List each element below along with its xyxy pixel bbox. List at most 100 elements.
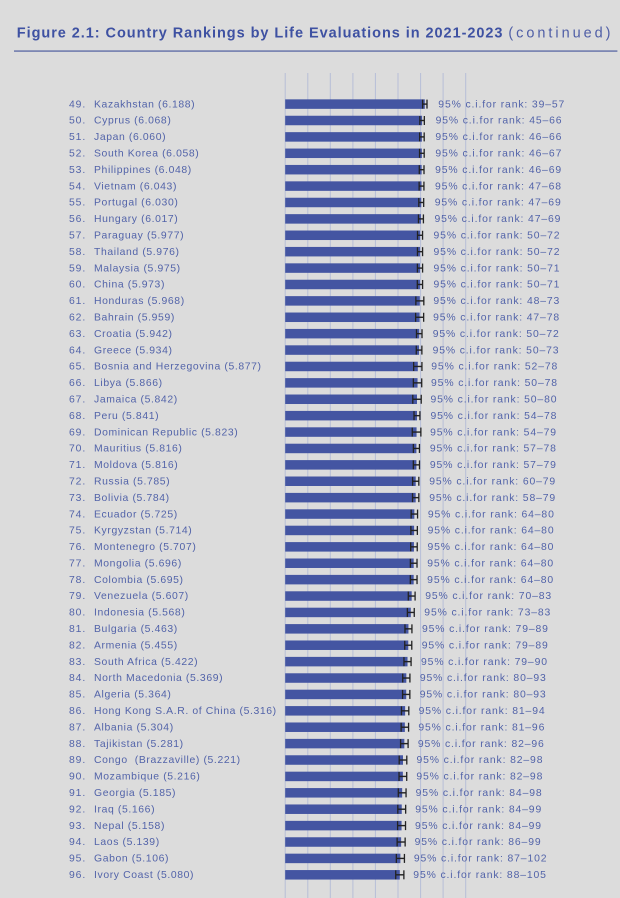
svg-text:Algeria (5.364): Algeria (5.364): [94, 690, 171, 701]
svg-text:95% c.i.for rank: 52–78: 95% c.i.for rank: 52–78: [431, 362, 558, 373]
svg-text:56.: 56.: [69, 214, 86, 225]
svg-text:95% c.i.for rank: 64–80: 95% c.i.for rank: 64–80: [427, 575, 554, 586]
svg-text:53.: 53.: [69, 165, 86, 176]
svg-text:96.: 96.: [69, 870, 86, 881]
svg-text:Armenia (5.455): Armenia (5.455): [94, 640, 178, 651]
svg-text:95% c.i.for rank: 50–73: 95% c.i.for rank: 50–73: [433, 345, 560, 356]
svg-text:South Africa (5.422): South Africa (5.422): [94, 657, 198, 668]
svg-text:59.: 59.: [69, 263, 86, 274]
svg-text:Vietnam (6.043): Vietnam (6.043): [94, 181, 177, 192]
svg-text:95% c.i.for rank: 50–80: 95% c.i.for rank: 50–80: [431, 394, 558, 405]
svg-text:95% c.i.for rank: 58–79: 95% c.i.for rank: 58–79: [429, 493, 556, 504]
svg-text:86.: 86.: [69, 706, 86, 717]
svg-text:Thailand (5.976): Thailand (5.976): [94, 247, 180, 258]
svg-text:65.: 65.: [69, 362, 86, 373]
svg-text:Cyprus (6.068): Cyprus (6.068): [94, 116, 171, 127]
svg-text:Mozambique (5.216): Mozambique (5.216): [94, 772, 200, 783]
svg-text:Croatia (5.942): Croatia (5.942): [94, 329, 173, 340]
svg-text:Moldova (5.816): Moldova (5.816): [94, 460, 178, 471]
svg-text:82.: 82.: [69, 640, 86, 651]
svg-text:Libya (5.866): Libya (5.866): [94, 378, 163, 389]
svg-text:51.: 51.: [69, 132, 86, 143]
svg-text:95% c.i.for rank: 45–66: 95% c.i.for rank: 45–66: [436, 116, 563, 127]
svg-text:49.: 49.: [69, 99, 86, 110]
svg-text:95% c.i.for rank: 60–79: 95% c.i.for rank: 60–79: [429, 476, 556, 487]
svg-text:Gabon (5.106): Gabon (5.106): [94, 854, 169, 865]
svg-text:92.: 92.: [69, 804, 86, 815]
svg-text:Ivory Coast (5.080): Ivory Coast (5.080): [94, 870, 194, 881]
svg-text:69.: 69.: [69, 427, 86, 438]
svg-text:95% c.i.for rank: 50–72: 95% c.i.for rank: 50–72: [433, 329, 560, 340]
svg-text:95% c.i.for rank: 79–89: 95% c.i.for rank: 79–89: [422, 640, 549, 651]
svg-text:Japan (6.060): Japan (6.060): [94, 132, 166, 143]
svg-text:Laos (5.139): Laos (5.139): [94, 837, 160, 848]
svg-text:95% c.i.for rank: 79–89: 95% c.i.for rank: 79–89: [422, 624, 549, 635]
svg-text:76.: 76.: [69, 542, 86, 553]
svg-text:95% c.i.for rank: 47–69: 95% c.i.for rank: 47–69: [434, 214, 561, 225]
svg-text:Bolivia (5.784): Bolivia (5.784): [94, 493, 170, 504]
svg-text:95% c.i.for rank: 50–71: 95% c.i.for rank: 50–71: [434, 263, 561, 274]
svg-text:66.: 66.: [69, 378, 86, 389]
svg-text:Malaysia (5.975): Malaysia (5.975): [94, 263, 181, 274]
svg-text:95% c.i.for rank: 57–79: 95% c.i.for rank: 57–79: [430, 460, 557, 471]
svg-text:95% c.i.for rank: 82–98: 95% c.i.for rank: 82–98: [416, 755, 543, 766]
svg-text:58.: 58.: [69, 247, 86, 258]
svg-text:South Korea (6.058): South Korea (6.058): [94, 148, 199, 159]
svg-text:87.: 87.: [69, 722, 86, 733]
svg-text:95% c.i.for rank: 39–57: 95% c.i.for rank: 39–57: [438, 99, 565, 110]
svg-text:83.: 83.: [69, 657, 86, 668]
svg-text:93.: 93.: [69, 821, 86, 832]
svg-text:Tajikistan (5.281): Tajikistan (5.281): [94, 739, 184, 750]
svg-text:73.: 73.: [69, 493, 86, 504]
svg-text:95% c.i.for rank: 82–98: 95% c.i.for rank: 82–98: [416, 772, 543, 783]
svg-text:95% c.i.for rank: 46–69: 95% c.i.for rank: 46–69: [435, 165, 562, 176]
svg-text:71.: 71.: [69, 460, 86, 471]
svg-text:Albania (5.304): Albania (5.304): [94, 722, 174, 733]
svg-text:95% c.i.for rank: 73–83: 95% c.i.for rank: 73–83: [424, 608, 551, 619]
svg-text:95% c.i.for rank: 54–79: 95% c.i.for rank: 54–79: [430, 427, 557, 438]
svg-text:91.: 91.: [69, 788, 86, 799]
svg-text:74.: 74.: [69, 509, 86, 520]
svg-text:95% c.i.for rank: 64–80: 95% c.i.for rank: 64–80: [428, 509, 555, 520]
svg-text:Nepal (5.158): Nepal (5.158): [94, 821, 165, 832]
svg-text:95% c.i.for rank: 88–105: 95% c.i.for rank: 88–105: [413, 870, 547, 881]
svg-text:Indonesia (5.568): Indonesia (5.568): [94, 608, 185, 619]
svg-text:Iraq (5.166): Iraq (5.166): [94, 804, 155, 815]
svg-text:Russia (5.785): Russia (5.785): [94, 476, 170, 487]
svg-text:95% c.i.for rank: 48–73: 95% c.i.for rank: 48–73: [433, 296, 560, 307]
svg-text:95% c.i.for rank: 46–67: 95% c.i.for rank: 46–67: [435, 148, 562, 159]
svg-text:68.: 68.: [69, 411, 86, 422]
svg-text:95% c.i.for rank: 50–71: 95% c.i.for rank: 50–71: [433, 280, 560, 291]
svg-text:95% c.i.for rank: 64–80: 95% c.i.for rank: 64–80: [428, 526, 555, 537]
svg-text:95% c.i.for rank: 84–99: 95% c.i.for rank: 84–99: [415, 821, 542, 832]
svg-text:Georgia (5.185): Georgia (5.185): [94, 788, 176, 799]
svg-text:95% c.i.for rank: 70–83: 95% c.i.for rank: 70–83: [425, 591, 552, 602]
svg-text:95% c.i.for rank: 54–78: 95% c.i.for rank: 54–78: [430, 411, 557, 422]
svg-text:72.: 72.: [69, 476, 86, 487]
svg-text:Montenegro (5.707): Montenegro (5.707): [94, 542, 196, 553]
svg-text:95% c.i.for rank: 81–94: 95% c.i.for rank: 81–94: [419, 706, 546, 717]
svg-text:95% c.i.for rank: 81–96: 95% c.i.for rank: 81–96: [418, 722, 545, 733]
svg-text:Portugal (6.030): Portugal (6.030): [94, 198, 178, 209]
svg-text:Figure 2.1: Country Rankings b: Figure 2.1: Country Rankings by Life Eva…: [17, 25, 614, 41]
svg-text:Hungary (6.017): Hungary (6.017): [94, 214, 178, 225]
svg-text:Ecuador (5.725): Ecuador (5.725): [94, 509, 178, 520]
svg-text:95% c.i.for rank: 50–72: 95% c.i.for rank: 50–72: [434, 247, 561, 258]
svg-text:61.: 61.: [69, 296, 86, 307]
svg-text:85.: 85.: [69, 690, 86, 701]
svg-text:81.: 81.: [69, 624, 86, 635]
svg-text:64.: 64.: [69, 345, 86, 356]
svg-text:67.: 67.: [69, 394, 86, 405]
svg-text:80.: 80.: [69, 608, 86, 619]
svg-text:Kazakhstan (6.188): Kazakhstan (6.188): [94, 99, 195, 110]
svg-text:Paraguay (5.977): Paraguay (5.977): [94, 230, 184, 241]
svg-text:Honduras (5.968): Honduras (5.968): [94, 296, 185, 307]
svg-text:Venezuela (5.607): Venezuela (5.607): [94, 591, 189, 602]
svg-text:Jamaica (5.842): Jamaica (5.842): [94, 394, 178, 405]
svg-text:Hong Kong S.A.R. of China (5.3: Hong Kong S.A.R. of China (5.316): [94, 706, 277, 717]
svg-text:95% c.i.for rank: 47–78: 95% c.i.for rank: 47–78: [433, 312, 560, 323]
svg-text:77.: 77.: [69, 558, 86, 569]
svg-text:94.: 94.: [69, 837, 86, 848]
svg-text:63.: 63.: [69, 329, 86, 340]
svg-text:95% c.i.for rank: 64–80: 95% c.i.for rank: 64–80: [427, 542, 554, 553]
